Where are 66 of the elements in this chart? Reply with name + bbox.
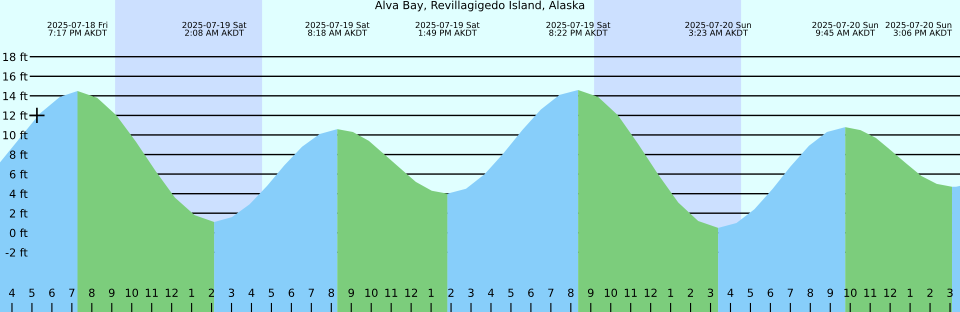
x-tick-label: 1	[189, 288, 194, 297]
x-tick-label: 6	[288, 288, 294, 297]
x-tick-label: 11	[864, 288, 876, 297]
x-tick-label: 7	[548, 288, 554, 297]
x-tick-label: 10	[126, 288, 138, 297]
x-tick-label: 11	[624, 288, 637, 297]
x-tick-label: 3	[468, 288, 474, 297]
x-tick-label: 1	[908, 288, 913, 297]
x2-tick-label: 2025-07-19 Sat 8:22 PM AKDT	[546, 22, 610, 36]
x-tick-label: 2	[688, 288, 693, 297]
y-tick-label: 14 ft	[3, 92, 28, 100]
x-tick-label: 2	[208, 288, 214, 297]
x-tick-label: 7	[788, 288, 793, 297]
x-tick-label: 4	[727, 288, 734, 297]
x-tick-label: 3	[708, 288, 714, 297]
y-tick-label: 10 ft	[3, 130, 28, 140]
y-tick-label: 4 ft	[10, 189, 28, 198]
x-tick-label: 2	[927, 288, 932, 297]
x2-tick-label: 2025-07-20 Sun 3:06 PM AKDT	[886, 22, 952, 36]
y-tick-label: 2 ft	[10, 208, 28, 218]
x2-tick-label: 2025-07-20 Sun 3:23 AM AKDT	[685, 22, 751, 36]
x-tick-label: 9	[108, 288, 115, 297]
x-tick-label: 6	[528, 288, 534, 297]
y-tick-label: 18 ft	[3, 52, 28, 62]
x-tick-label: 9	[348, 288, 354, 297]
x-tick-label: 9	[588, 288, 594, 297]
x-tick-label: 2	[448, 288, 454, 297]
x-tick-label: 10	[365, 288, 378, 297]
x-tick-label: 5	[268, 288, 274, 297]
x-tick-label: 8	[328, 288, 334, 297]
x-tick-label: 8	[568, 288, 574, 297]
y-tick-label: -2 ft	[6, 248, 28, 257]
x-tick-label: 12	[884, 288, 896, 297]
x-tick-label: 4	[8, 288, 15, 297]
x-tick-label: 7	[69, 288, 74, 297]
x-tick-label: 12	[644, 288, 657, 297]
x2-tick-label: 2025-07-19 Sat 1:49 PM AKDT	[416, 22, 480, 36]
x-tick-label: 5	[29, 288, 34, 297]
chart-title: Alva Bay, Revillagigedo Island, Alaska	[374, 0, 584, 12]
x-tick-label: 8	[89, 288, 95, 297]
x-tick-label: 1	[668, 288, 674, 297]
x-tick-label: 6	[768, 288, 774, 297]
y-tick-label: 6 ft	[10, 170, 28, 178]
x2-tick-label: 2025-07-20 Sun 9:45 AM AKDT	[812, 22, 878, 36]
x-tick-label: 3	[228, 288, 234, 297]
x-tick-label: 10	[604, 288, 618, 297]
x2-tick-label: 2025-07-19 Sat 2:08 AM AKDT	[182, 22, 246, 36]
x-tick-label: 9	[827, 288, 834, 297]
x-tick-label: 12	[166, 288, 178, 297]
y-tick-label: 8 ft	[10, 150, 28, 159]
x2-tick-label: 2025-07-18 Fri 7:17 PM AKDT	[48, 22, 108, 36]
x-tick-label: 4	[248, 288, 254, 297]
x-tick-label: 8	[808, 288, 814, 297]
x-tick-label: 6	[49, 288, 55, 297]
x-tick-label: 7	[308, 288, 314, 297]
y-tick-label: 12 ft	[3, 111, 28, 120]
y-tick-label: 16 ft	[3, 72, 28, 81]
x-tick-label: 5	[748, 288, 753, 297]
x2-tick-label: 2025-07-19 Sat 8:18 AM AKDT	[306, 22, 370, 36]
y-tick-label: 0 ft	[10, 228, 28, 238]
x-tick-label: 11	[146, 288, 158, 297]
x-tick-label: 5	[508, 288, 514, 297]
x-tick-label: 11	[385, 288, 398, 297]
x-tick-label: 12	[405, 288, 418, 297]
x-tick-label: 1	[428, 288, 434, 297]
x-tick-label: 4	[488, 288, 494, 297]
